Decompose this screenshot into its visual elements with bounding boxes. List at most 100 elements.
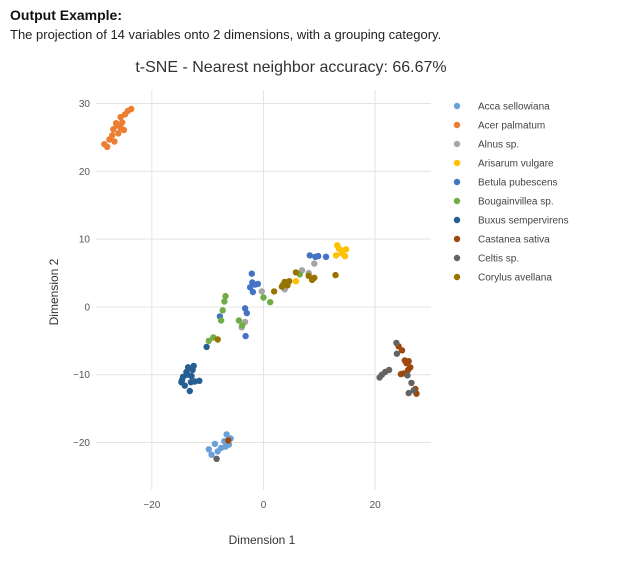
x-tick-label: −20 [143, 500, 160, 511]
legend-marker [453, 178, 461, 186]
data-point [332, 252, 340, 259]
data-point [254, 280, 262, 288]
legend-label: Bougainvillea sp. [478, 197, 554, 208]
data-point [112, 120, 120, 127]
legend-marker [453, 140, 461, 148]
data-point [311, 274, 318, 281]
data-point [306, 252, 313, 259]
data-point [222, 443, 229, 450]
legend-label: Corylus avellana [478, 273, 552, 284]
data-point [398, 347, 406, 354]
data-point [407, 364, 414, 371]
data-point [111, 138, 118, 145]
data-point [203, 343, 210, 351]
data-point [211, 440, 219, 448]
data-point [258, 288, 265, 295]
x-axis-title: Dimension 1 [229, 533, 296, 547]
data-point [249, 288, 257, 296]
legend-marker [453, 159, 461, 167]
data-point [235, 317, 243, 324]
legend-item: Betula pubescens [453, 178, 558, 189]
data-point [243, 309, 250, 317]
data-point [219, 307, 226, 314]
data-point [225, 437, 232, 444]
data-point [322, 253, 330, 260]
legend-label: Acca sellowiana [478, 102, 550, 113]
y-tick-label: 30 [79, 99, 91, 110]
data-point [249, 279, 256, 286]
legend-marker [453, 235, 461, 243]
data-point [282, 280, 289, 287]
data-point [208, 451, 215, 458]
data-point [213, 455, 220, 462]
data-point [239, 322, 246, 329]
legend-label: Buxus sempervirens [478, 216, 569, 227]
data-point [190, 362, 197, 370]
legend-item: Corylus avellana [453, 273, 552, 284]
data-point [260, 294, 267, 301]
scatter-points [101, 105, 420, 462]
legend-item: Bougainvillea sp. [453, 197, 554, 208]
legend: Acca sellowiana Acer palmatum Alnus sp. Ari… [453, 102, 569, 284]
series-points [214, 269, 339, 343]
data-point [267, 299, 274, 306]
legend-marker [453, 254, 461, 262]
data-point [248, 270, 255, 277]
data-point [178, 377, 186, 384]
series-points [213, 339, 417, 462]
data-point [246, 284, 254, 291]
data-point [242, 332, 249, 340]
data-point [128, 105, 135, 113]
data-point [217, 317, 225, 324]
data-point [181, 382, 188, 389]
data-point [385, 366, 393, 374]
data-point [334, 242, 341, 249]
legend-marker [453, 197, 461, 205]
data-point [196, 377, 203, 384]
data-point [186, 387, 193, 395]
data-point [311, 260, 318, 267]
data-point [222, 292, 229, 300]
data-point [338, 250, 345, 257]
legend-item: Celtis sp. [453, 254, 519, 265]
legend-label: Castanea sativa [478, 235, 550, 246]
legend-label: Acer palmatum [478, 121, 545, 132]
data-point [292, 278, 300, 285]
data-point [115, 130, 122, 137]
data-point [214, 336, 221, 343]
page-caption: The projection of 14 variables onto 2 di… [10, 27, 442, 42]
x-axis-ticks: −20 0 20 [143, 500, 381, 511]
data-point [119, 119, 126, 126]
series-points [216, 252, 330, 340]
legend-label: Betula pubescens [478, 178, 558, 189]
y-tick-label: −10 [73, 370, 90, 381]
data-point [221, 298, 228, 305]
data-point [104, 143, 111, 151]
data-point [393, 339, 400, 347]
data-point [270, 288, 278, 295]
series-points [101, 105, 135, 151]
legend-marker [453, 102, 461, 110]
data-point [342, 246, 350, 253]
data-point [332, 271, 339, 279]
legend-marker [453, 121, 461, 129]
legend-label: Celtis sp. [478, 254, 519, 265]
data-point [109, 132, 116, 139]
y-axis-ticks: −20 −10 0 10 20 30 [73, 99, 90, 449]
legend-item: Alnus sp. [453, 140, 519, 151]
y-axis-title: Dimension 2 [47, 258, 61, 325]
chart-title: t-SNE - Nearest neighbor accuracy: 66.67… [135, 59, 446, 76]
y-tick-label: 10 [79, 235, 91, 246]
series-points [205, 431, 234, 458]
legend-label: Alnus sp. [478, 140, 519, 151]
data-point [184, 371, 191, 378]
series-points [178, 343, 210, 395]
x-tick-label: 0 [261, 500, 267, 511]
legend-item: Acca sellowiana [453, 102, 550, 113]
legend-marker [453, 216, 461, 224]
data-point [223, 431, 230, 438]
data-point [404, 372, 411, 379]
data-point [292, 269, 300, 276]
legend-marker [453, 273, 461, 281]
series-points [292, 242, 350, 285]
